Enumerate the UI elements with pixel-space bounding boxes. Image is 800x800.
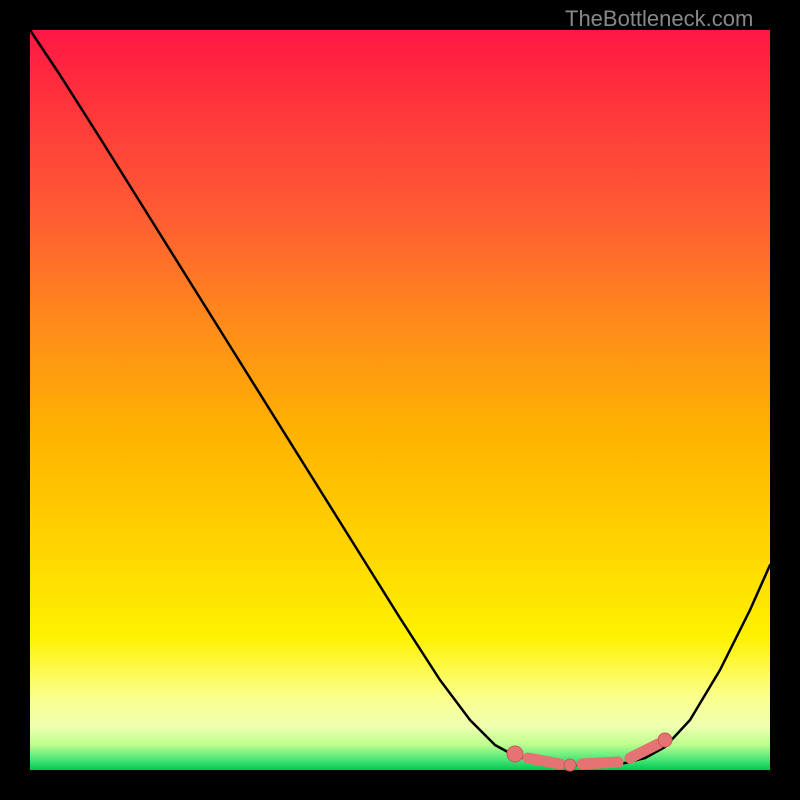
chart-container: TheBottleneck.com [0, 0, 800, 800]
optimal-range-markers [0, 0, 800, 800]
watermark-text: TheBottleneck.com [565, 6, 753, 32]
